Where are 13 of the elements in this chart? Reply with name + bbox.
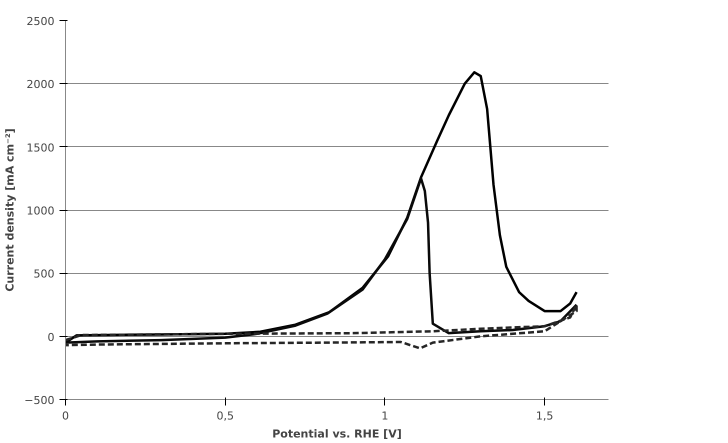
y-tick-label: 2500: [26, 15, 55, 28]
y-tick-label: −500: [24, 394, 55, 407]
y-tick-label: 2000: [26, 78, 55, 92]
x-tick-label: 1,5: [536, 410, 554, 422]
y-tick-label: 1000: [26, 204, 55, 218]
y-tick-label: 500: [34, 268, 55, 281]
x-tick-label: 1: [381, 410, 388, 422]
y-tick-label: 1500: [26, 141, 55, 154]
x-tick-label: 0,5: [216, 410, 234, 422]
y-tick-label: 0: [48, 330, 54, 344]
x-tick-label: 0: [62, 410, 69, 422]
x-axis-title: Potential vs. RHE [V]: [272, 428, 402, 440]
y-axis-title: Current density [mA cm⁻²]: [3, 128, 16, 292]
